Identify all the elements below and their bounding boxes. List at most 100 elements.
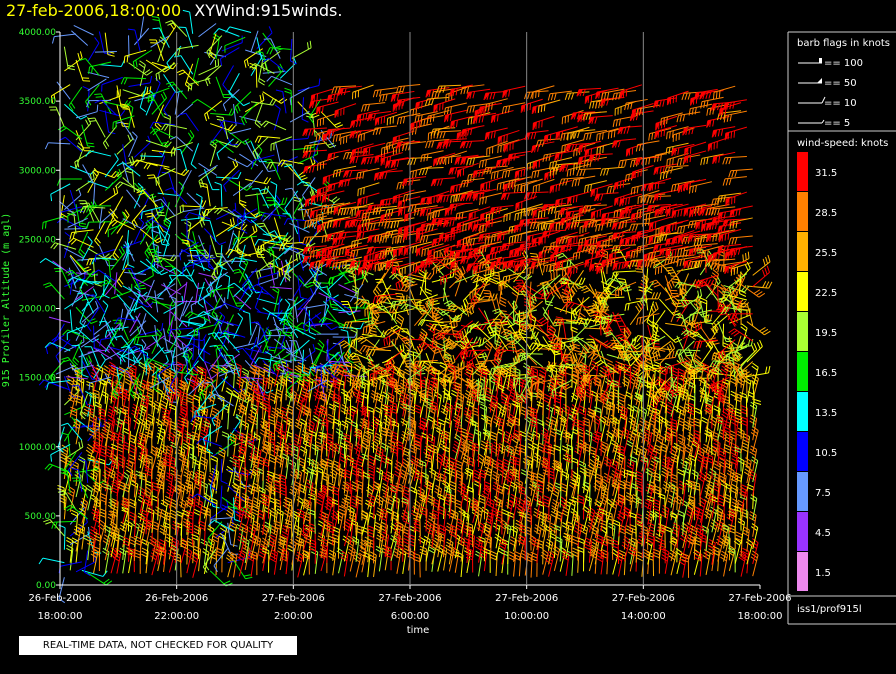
wind-barb (204, 229, 226, 245)
wind-barb (64, 47, 75, 70)
wind-barb (367, 339, 379, 363)
wind-barb (192, 99, 216, 111)
wind-barb (335, 104, 356, 118)
wind-barb (102, 548, 109, 573)
wind-barb (117, 263, 128, 287)
wind-barb (439, 229, 461, 242)
wind-barb (140, 220, 151, 244)
wind-barb (636, 471, 643, 496)
wind-barb (455, 271, 462, 296)
wind-barb (613, 90, 636, 100)
wind-barb (89, 62, 111, 74)
wind-barb (179, 113, 199, 131)
wind-barb (116, 122, 135, 140)
wind-barb (135, 306, 157, 321)
wind-barb (129, 132, 138, 157)
wind-barb (484, 311, 499, 331)
wind-barb (226, 27, 251, 33)
wind-barb (254, 535, 261, 560)
wind-barb (339, 177, 362, 188)
wind-barb (589, 116, 613, 125)
wind-barb (532, 102, 554, 114)
wind-barb (72, 345, 88, 365)
wind-barb (199, 165, 218, 176)
wind-barb (64, 104, 86, 119)
wind-barb (315, 315, 337, 330)
wind-barb (167, 46, 181, 69)
wind-barb (201, 539, 208, 564)
wind-barb (481, 178, 502, 192)
wind-barb (276, 90, 286, 113)
wind-barb (249, 170, 263, 187)
wind-barb (117, 294, 138, 310)
wind-barb (496, 256, 519, 266)
wind-barb (321, 112, 343, 128)
wind-barb (431, 178, 455, 187)
wind-barb (110, 323, 122, 347)
wind-barb (285, 255, 292, 280)
wind-barb (533, 86, 555, 99)
wind-barb (76, 172, 94, 191)
wind-barb (88, 37, 99, 61)
wind-barb (199, 24, 217, 37)
wind-barb (86, 151, 111, 157)
wind-barb (591, 361, 598, 386)
wind-barb (486, 99, 508, 112)
wind-barb (533, 508, 540, 533)
wind-barb (64, 232, 70, 257)
wind-barb (273, 317, 280, 338)
wind-barbs (39, 10, 772, 602)
wind-barb (562, 523, 569, 548)
wind-barb (314, 406, 321, 431)
wind-barb (354, 552, 361, 577)
wind-barb (124, 50, 146, 63)
wind-barb (391, 158, 414, 168)
wind-barb (119, 548, 126, 573)
wind-barb (131, 404, 139, 429)
wind-barb (328, 414, 335, 439)
wind-barb (191, 143, 198, 168)
wind-barb (371, 390, 378, 415)
wind-barb (162, 172, 175, 194)
wind-barb (288, 299, 298, 322)
wind-barb (292, 41, 311, 59)
wind-barb (498, 130, 519, 144)
wind-barb (76, 60, 90, 81)
wind-barb (223, 89, 239, 111)
wind-barb (57, 82, 70, 100)
wind-barb (42, 216, 64, 229)
wind-barb (95, 51, 117, 52)
wind-barb (341, 551, 348, 576)
wind-barb (234, 363, 241, 388)
wind-barb (356, 336, 380, 349)
wind-barb (315, 340, 324, 365)
wind-barb (350, 118, 373, 129)
wind-barb (327, 150, 350, 161)
wind-barb (70, 230, 94, 239)
wind-barb (176, 104, 193, 118)
wind-barb (215, 182, 222, 206)
wind-barb (132, 160, 157, 166)
wind-barb (155, 325, 158, 347)
wind-barb (636, 292, 661, 299)
wind-barb (99, 378, 105, 403)
wind-barb (460, 141, 484, 149)
wind-barb (70, 516, 87, 536)
wind-barb (174, 149, 187, 171)
wind-barb (73, 340, 82, 365)
wind-barb (420, 329, 427, 354)
wind-barb (171, 312, 187, 327)
wind-barb (193, 58, 199, 83)
wind-barb (109, 532, 115, 557)
wind-barb (503, 86, 526, 98)
wind-barb (336, 511, 343, 536)
wind-barb (239, 245, 245, 270)
wind-barb (421, 115, 444, 126)
wind-barb (71, 31, 87, 46)
wind-barb (88, 79, 107, 91)
wind-barb (64, 290, 82, 309)
wind-barb (524, 192, 548, 200)
wind-barb (103, 535, 110, 560)
wind-barb (150, 550, 157, 575)
wind-barb (600, 297, 624, 305)
